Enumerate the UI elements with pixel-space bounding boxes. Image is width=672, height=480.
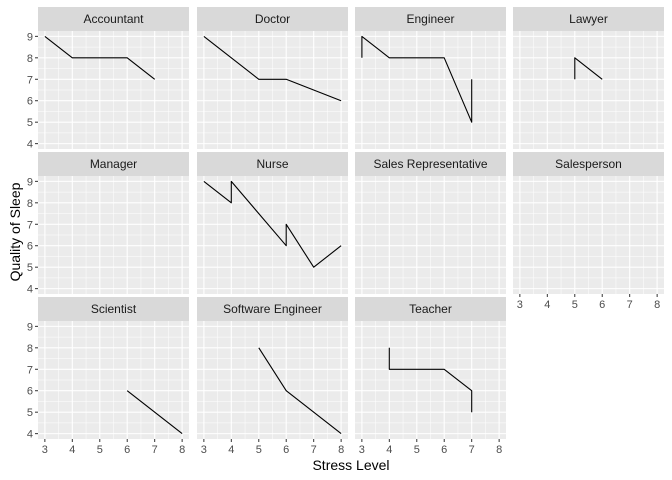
series-line-software-engineer — [258, 347, 342, 435]
series-line-engineer — [361, 35, 473, 123]
x-tick-label: 8 — [496, 444, 502, 456]
x-tick-label: 8 — [338, 444, 344, 456]
y-tick-label: 6 — [27, 96, 33, 108]
x-tick-label: 5 — [256, 444, 262, 456]
y-tick-label: 4 — [27, 284, 33, 296]
facet-strip-salesperson — [513, 152, 664, 176]
x-tick-label: 5 — [572, 299, 578, 311]
facet-strip-nurse — [197, 152, 348, 176]
x-tick-label: 6 — [441, 444, 447, 456]
x-tick-label: 4 — [544, 299, 550, 311]
x-tick-label: 6 — [124, 444, 130, 456]
x-axis-title: Stress Level — [312, 457, 389, 473]
facet-strip-teacher — [355, 297, 506, 321]
x-tick-label: 7 — [469, 444, 475, 456]
y-tick-label: 9 — [27, 321, 33, 333]
x-tick-label: 7 — [152, 444, 158, 456]
series-line-scientist — [126, 390, 183, 435]
y-tick-label: 8 — [27, 343, 33, 355]
x-tick-label: 5 — [97, 444, 103, 456]
y-tick-label: 5 — [27, 407, 33, 419]
y-tick-label: 5 — [27, 262, 33, 274]
facet-strip-lawyer — [513, 7, 664, 31]
y-axis-title: Quality of Sleep — [7, 182, 23, 281]
facet-title-salesperson: Salesperson — [555, 157, 622, 171]
facet-title-accountant: Accountant — [83, 12, 144, 26]
x-tick-label: 7 — [627, 299, 633, 311]
y-tick-label: 8 — [27, 53, 33, 65]
x-tick-label: 4 — [386, 444, 392, 456]
x-tick-label: 4 — [69, 444, 75, 456]
facet-title-engineer: Engineer — [406, 12, 454, 26]
y-tick-label: 5 — [27, 117, 33, 129]
y-tick-label: 7 — [27, 219, 33, 231]
y-tick-label: 9 — [27, 176, 33, 188]
x-tick-label: 5 — [414, 444, 420, 456]
x-tick-label: 8 — [179, 444, 185, 456]
x-tick-label: 3 — [359, 444, 365, 456]
series-line-nurse — [203, 180, 342, 268]
series-line-lawyer — [574, 57, 603, 80]
facet-strip-accountant — [38, 7, 189, 31]
x-tick-label: 8 — [654, 299, 660, 311]
y-tick-label: 7 — [27, 74, 33, 86]
x-tick-label: 6 — [599, 299, 605, 311]
facet-strip-software-engineer — [197, 297, 348, 321]
y-tick-label: 4 — [27, 429, 33, 441]
facet-strip-engineer — [355, 7, 506, 31]
series-line-teacher — [388, 347, 473, 413]
x-tick-label: 4 — [228, 444, 234, 456]
y-tick-label: 8 — [27, 198, 33, 210]
x-tick-label: 3 — [201, 444, 207, 456]
facet-strip-sales-representative — [355, 152, 506, 176]
y-tick-label: 7 — [27, 364, 33, 376]
facet-title-sales-representative: Sales Representative — [373, 157, 487, 171]
y-tick-label: 9 — [27, 31, 33, 43]
y-tick-label: 6 — [27, 386, 33, 398]
facet-title-nurse: Nurse — [256, 157, 288, 171]
facet-strip-manager — [38, 152, 189, 176]
series-line-accountant — [44, 35, 156, 80]
x-tick-label: 7 — [311, 444, 317, 456]
facet-title-doctor: Doctor — [255, 12, 290, 26]
facet-strip-doctor — [197, 7, 348, 31]
facet-strip-scientist — [38, 297, 189, 321]
y-tick-label: 4 — [27, 139, 33, 151]
facet-title-manager: Manager — [90, 157, 137, 171]
facet-title-teacher: Teacher — [409, 302, 452, 316]
series-line-doctor — [203, 35, 342, 102]
y-tick-label: 6 — [27, 241, 33, 253]
facet-title-scientist: Scientist — [91, 302, 137, 316]
facet-title-lawyer: Lawyer — [569, 12, 608, 26]
facet-title-software-engineer: Software Engineer — [223, 302, 322, 316]
x-tick-label: 3 — [42, 444, 48, 456]
x-tick-label: 6 — [283, 444, 289, 456]
x-tick-label: 3 — [517, 299, 523, 311]
